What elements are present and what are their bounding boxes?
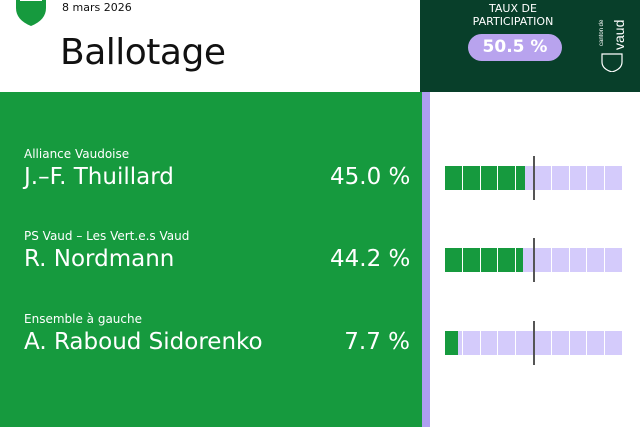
candidate-bar <box>445 248 622 272</box>
bar-segment <box>480 248 498 272</box>
bar-segment <box>587 166 605 190</box>
bar-segment <box>551 166 569 190</box>
bar-segment <box>516 331 533 355</box>
divider-strip <box>422 92 430 427</box>
majority-marker <box>533 321 535 365</box>
bar-segment <box>551 248 569 272</box>
header: 8 mars 2026 Ballotage <box>0 0 420 92</box>
candidate-name: R. Nordmann <box>24 246 175 272</box>
svg-text:vaud: vaud <box>611 20 627 50</box>
bar-segment <box>462 166 480 190</box>
results-panel <box>0 92 422 427</box>
bar-segment <box>445 166 462 190</box>
page-title: Ballotage <box>60 32 226 73</box>
bar-segment <box>462 248 480 272</box>
bar-segment <box>551 331 569 355</box>
bar-fill <box>516 248 524 272</box>
majority-marker <box>533 156 535 200</box>
candidate-percent: 45.0 % <box>330 164 411 190</box>
turnout-panel: TAUX DE PARTICIPATION 50.5 % canton de v… <box>420 0 640 92</box>
bar-segment <box>498 248 516 272</box>
bar-segment <box>480 331 498 355</box>
bar-fill <box>498 248 516 272</box>
bar-fill <box>445 248 462 272</box>
bar-segment <box>587 331 605 355</box>
bar-segment <box>498 331 516 355</box>
bar-segment <box>533 331 551 355</box>
candidate-info: Alliance Vaudoise J.–F. Thuillard <box>24 147 324 191</box>
bar-segment <box>480 166 498 190</box>
bar-fill <box>462 248 480 272</box>
bar-segment <box>569 248 587 272</box>
bar-segment <box>445 248 462 272</box>
turnout-label: TAUX DE PARTICIPATION <box>472 2 554 28</box>
candidate-name: A. Raboud Sidorenko <box>24 329 263 355</box>
bar-segment <box>533 248 551 272</box>
bar-fill <box>445 166 462 190</box>
candidate-party: Alliance Vaudoise <box>24 147 130 161</box>
candidate-info: Ensemble à gauche A. Raboud Sidorenko <box>24 312 324 356</box>
bar-segment <box>587 248 605 272</box>
turnout-value: 50.5 % <box>468 34 562 61</box>
bar-fill <box>498 166 516 190</box>
bar-fill <box>445 331 458 355</box>
candidate-info: PS Vaud – Les Vert.e.s Vaud R. Nordmann <box>24 229 324 273</box>
bar-fill <box>516 166 525 190</box>
candidate-percent: 44.2 % <box>330 246 411 272</box>
bar-segment <box>533 166 551 190</box>
bar-fill <box>462 166 480 190</box>
election-date: 8 mars 2026 <box>62 1 132 14</box>
candidate-party: PS Vaud – Les Vert.e.s Vaud <box>24 229 190 243</box>
bar-segment <box>605 166 622 190</box>
candidate-party: Ensemble à gauche <box>24 312 142 326</box>
candidate-percent: 7.7 % <box>344 329 410 355</box>
bar-segment <box>462 331 480 355</box>
bar-fill <box>480 248 498 272</box>
bar-segment <box>605 331 622 355</box>
canton-vaud-logo: canton de vaud <box>599 19 627 72</box>
bar-segment <box>516 248 533 272</box>
candidate-name: J.–F. Thuillard <box>24 164 174 190</box>
majority-marker <box>533 238 535 282</box>
bar-segment <box>498 166 516 190</box>
bar-fill <box>480 166 498 190</box>
bar-segment <box>445 331 462 355</box>
bar-segment <box>569 331 587 355</box>
vaud-shield-logo <box>16 0 46 26</box>
bar-segment <box>605 248 622 272</box>
svg-text:canton de: canton de <box>599 19 605 46</box>
bar-segment <box>569 166 587 190</box>
bar-segment <box>516 166 533 190</box>
